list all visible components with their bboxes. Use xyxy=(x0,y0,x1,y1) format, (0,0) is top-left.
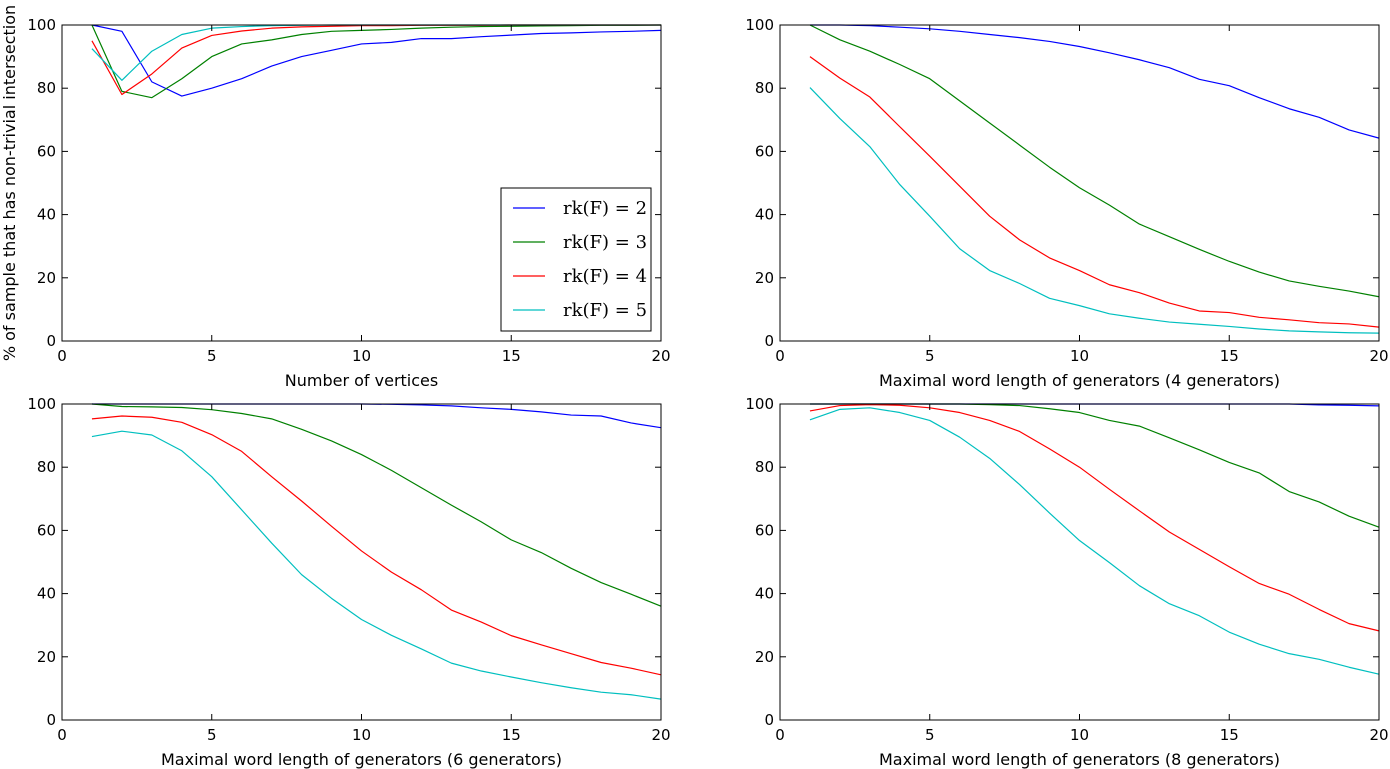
y-tick-label: 20 xyxy=(37,269,56,287)
series-line-rk5 xyxy=(91,430,662,700)
y-tick-label: 80 xyxy=(755,79,774,97)
x-tick-label: 20 xyxy=(1369,726,1388,744)
x-tick-label: 20 xyxy=(651,347,670,365)
plot-frame xyxy=(779,403,1380,721)
series-line-rk5 xyxy=(809,407,1380,675)
legend: rk(F) = 2 rk(F) = 3 rk(F) = 4 rk(F) = 5 xyxy=(500,187,652,332)
series-line-rk3 xyxy=(809,403,1380,528)
y-tick-label: 40 xyxy=(37,206,56,224)
series-line-rk4 xyxy=(809,56,1380,328)
x-tick-label: 15 xyxy=(502,726,521,744)
x-tick-label: 15 xyxy=(502,347,521,365)
y-tick-label: 20 xyxy=(37,648,56,666)
series-line-rk5 xyxy=(809,87,1380,334)
legend-box xyxy=(500,187,652,332)
y-axis-label: % of sample that has non-trivial interse… xyxy=(0,5,19,361)
y-tick-label: 40 xyxy=(755,206,774,224)
series-line-rk4 xyxy=(91,24,661,96)
x-tick-label: 0 xyxy=(57,726,67,744)
x-tick-label: 10 xyxy=(1070,726,1089,744)
x-axis-label: Maximal word length of generators (4 gen… xyxy=(879,371,1280,390)
y-tick-label: 60 xyxy=(37,521,56,539)
chart-panel-4: 0 5 10 15 20 0 20 40 60 80 100 Maximal word length … xyxy=(745,395,1388,769)
x-tick-label: 10 xyxy=(352,347,371,365)
series-line-rk4 xyxy=(809,404,1380,632)
y-tick-label: 80 xyxy=(37,79,56,97)
x-tick-label: 0 xyxy=(775,347,785,365)
x-tick-label: 5 xyxy=(207,726,217,744)
y-tick-label: 60 xyxy=(755,521,774,539)
y-tick-label: 20 xyxy=(755,648,774,666)
y-tick-label: 60 xyxy=(37,142,56,160)
legend-label-rk5: rk(F) = 5 xyxy=(563,300,647,321)
x-tick-label: 5 xyxy=(925,347,935,365)
series-line-rk2 xyxy=(809,24,1380,139)
legend-label-rk4: rk(F) = 4 xyxy=(563,266,647,287)
series-line-rk4 xyxy=(91,415,662,676)
y-tick-label: 40 xyxy=(37,585,56,603)
y-tick-label: 0 xyxy=(46,711,56,729)
y-tick-label: 60 xyxy=(755,142,774,160)
y-tick-label: 100 xyxy=(27,16,56,34)
x-tick-label: 20 xyxy=(651,726,670,744)
y-tick-label: 20 xyxy=(755,269,774,287)
x-axis-label: Maximal word length of generators (8 gen… xyxy=(879,750,1280,769)
series-line-rk2 xyxy=(91,24,662,97)
chart-panel-2: 0 5 10 15 20 0 20 40 60 80 100 Maximal word length … xyxy=(745,16,1388,390)
legend-label-rk2: rk(F) = 2 xyxy=(563,198,647,219)
plot-frame xyxy=(61,403,662,721)
y-tick-label: 80 xyxy=(755,458,774,476)
y-tick-label: 100 xyxy=(27,395,56,413)
x-tick-label: 20 xyxy=(1369,347,1388,365)
y-tick-label: 0 xyxy=(764,711,774,729)
chart-panel-3: 0 5 10 15 20 0 20 40 60 80 100 Maximal word length … xyxy=(27,395,670,769)
y-tick-label: 100 xyxy=(745,16,774,34)
y-tick-label: 100 xyxy=(745,395,774,413)
x-tick-label: 15 xyxy=(1220,347,1239,365)
y-tick-label: 40 xyxy=(755,585,774,603)
x-tick-label: 5 xyxy=(207,347,217,365)
series-line-rk3 xyxy=(91,403,662,607)
chart-panel-1: 0 5 10 15 20 0 20 40 60 80 100 Number of vertices xyxy=(27,16,670,390)
y-tick-label: 80 xyxy=(37,458,56,476)
plot-frame xyxy=(779,24,1380,342)
series-line-rk3 xyxy=(91,24,662,99)
y-tick-label: 0 xyxy=(764,332,774,350)
x-tick-label: 0 xyxy=(775,726,785,744)
y-tick-label: 0 xyxy=(46,332,56,350)
x-tick-label: 10 xyxy=(1070,347,1089,365)
legend-label-rk3: rk(F) = 3 xyxy=(563,232,647,253)
series-line-rk3 xyxy=(809,24,1380,298)
x-tick-label: 5 xyxy=(925,726,935,744)
x-tick-label: 0 xyxy=(57,347,67,365)
x-tick-label: 10 xyxy=(352,726,371,744)
x-tick-label: 15 xyxy=(1220,726,1239,744)
x-axis-label: Number of vertices xyxy=(285,371,438,390)
x-axis-label: Maximal word length of generators (6 gen… xyxy=(161,750,562,769)
